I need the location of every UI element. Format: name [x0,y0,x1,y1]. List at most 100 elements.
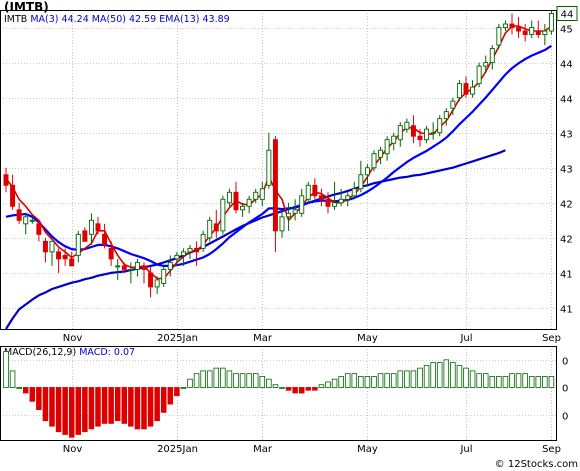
macd-bar [101,387,108,424]
macd-bar [36,387,42,410]
candle-body [502,23,508,28]
macd-legend: MACD(26,12,9) MACD: 0.07 [4,347,135,358]
macd-bar [318,384,325,388]
price-y-tick-label: 41 [560,305,573,316]
macd-bar [226,370,233,388]
macd-bar [331,378,338,388]
macd-bar [456,364,463,388]
macd-bar [16,387,22,389]
candle-body [82,230,88,242]
candle-body [200,233,206,249]
candle-body [430,132,436,135]
macd-x-tick-label: Sep [542,444,561,455]
ema13-layer [5,44,552,267]
candle-body [69,258,75,267]
macd-bar [55,387,62,433]
candle-body [470,86,476,95]
candle-body [102,233,108,246]
candle-body [134,261,140,270]
macd-y-tick-label: 0 [562,384,568,395]
macd-bar [338,376,344,388]
macd-bar [22,387,29,394]
candle-body [548,13,554,32]
macd-x-tick-label: Mar [253,444,273,455]
macd-y-tick-label: 0 [562,412,568,423]
candle-body [358,174,364,190]
macd-bar [548,376,555,388]
candle-body [325,198,331,207]
macd-x-tick-label: 2025Jan [157,444,198,455]
price-y-tick-label: 43 [560,165,573,176]
macd-bar [233,373,239,388]
macd-bar [239,373,246,388]
macd-bar [9,370,16,388]
macd-bar [174,387,180,397]
candle-body [378,149,384,158]
candle-body [266,149,272,186]
macd-bar [469,370,476,388]
macd-bar [509,373,515,388]
candle-body [410,125,416,137]
macd-x-tick-label: Nov [63,444,83,455]
macd-bars [3,351,555,438]
macd-bar [114,387,121,422]
candle-body [279,216,285,232]
candle-body [187,247,193,253]
macd-bar [404,370,410,388]
macd-x-tick-label: May [357,444,378,455]
candle-body [299,195,305,214]
candle-body [417,135,423,141]
candle-body [535,30,541,35]
legend-ma3-value: 44.24 [61,14,89,25]
macd-bar [410,370,417,388]
macd-bar [528,376,535,388]
candle-body [29,219,35,222]
macd-bar [220,367,226,388]
candle-body [42,240,48,253]
macd-bar [187,378,193,388]
candle-body [332,202,338,207]
candle-body [364,167,370,176]
candle-body [194,247,200,253]
macd-bar [75,387,82,435]
candle-body [450,100,456,109]
candle-body [108,247,114,260]
price-x-tick-label: Nov [63,333,83,344]
price-panel-frame [0,10,557,330]
macd-bar [384,373,390,388]
candle-body [240,205,246,211]
macd-bar [95,387,101,427]
candle-body [141,265,147,270]
legend-ma50-label: MA(50) [91,14,126,25]
price-x-tick-label: Mar [253,333,273,344]
candle-body [391,135,397,144]
price-x-tick-label: 2025Jan [157,333,198,344]
candle-body [115,265,121,268]
macd-bar [496,376,502,388]
candle-body [128,268,134,271]
macd-bar [246,373,252,388]
macd-bar [272,384,279,388]
candle-body [174,254,180,260]
candle-body [286,212,292,218]
candle-body [167,261,173,270]
main-legend: IMTB MA(3) 44.24 MA(50) 42.59 EMA(13) 43… [4,14,230,25]
macd-bar [325,381,331,388]
footer-copyright: © 12Stocks.com [494,459,578,470]
macd-bar [259,376,266,388]
macd-y-tick-label: 0 [562,357,568,368]
candle-body [424,128,430,141]
ma3-layer [5,25,552,280]
candle-body [148,272,154,288]
last-price-tag: 44 [561,10,574,21]
candle-body [233,191,239,211]
candle-body [516,27,522,32]
candle-body [259,188,265,200]
macd-bar [351,373,358,388]
macd-bar [292,387,298,394]
candle-body [154,279,160,288]
macd-bar [82,387,88,433]
ema13-line [5,44,552,267]
price-y-tick-label: 42 [560,235,573,246]
candle-body [272,139,278,232]
